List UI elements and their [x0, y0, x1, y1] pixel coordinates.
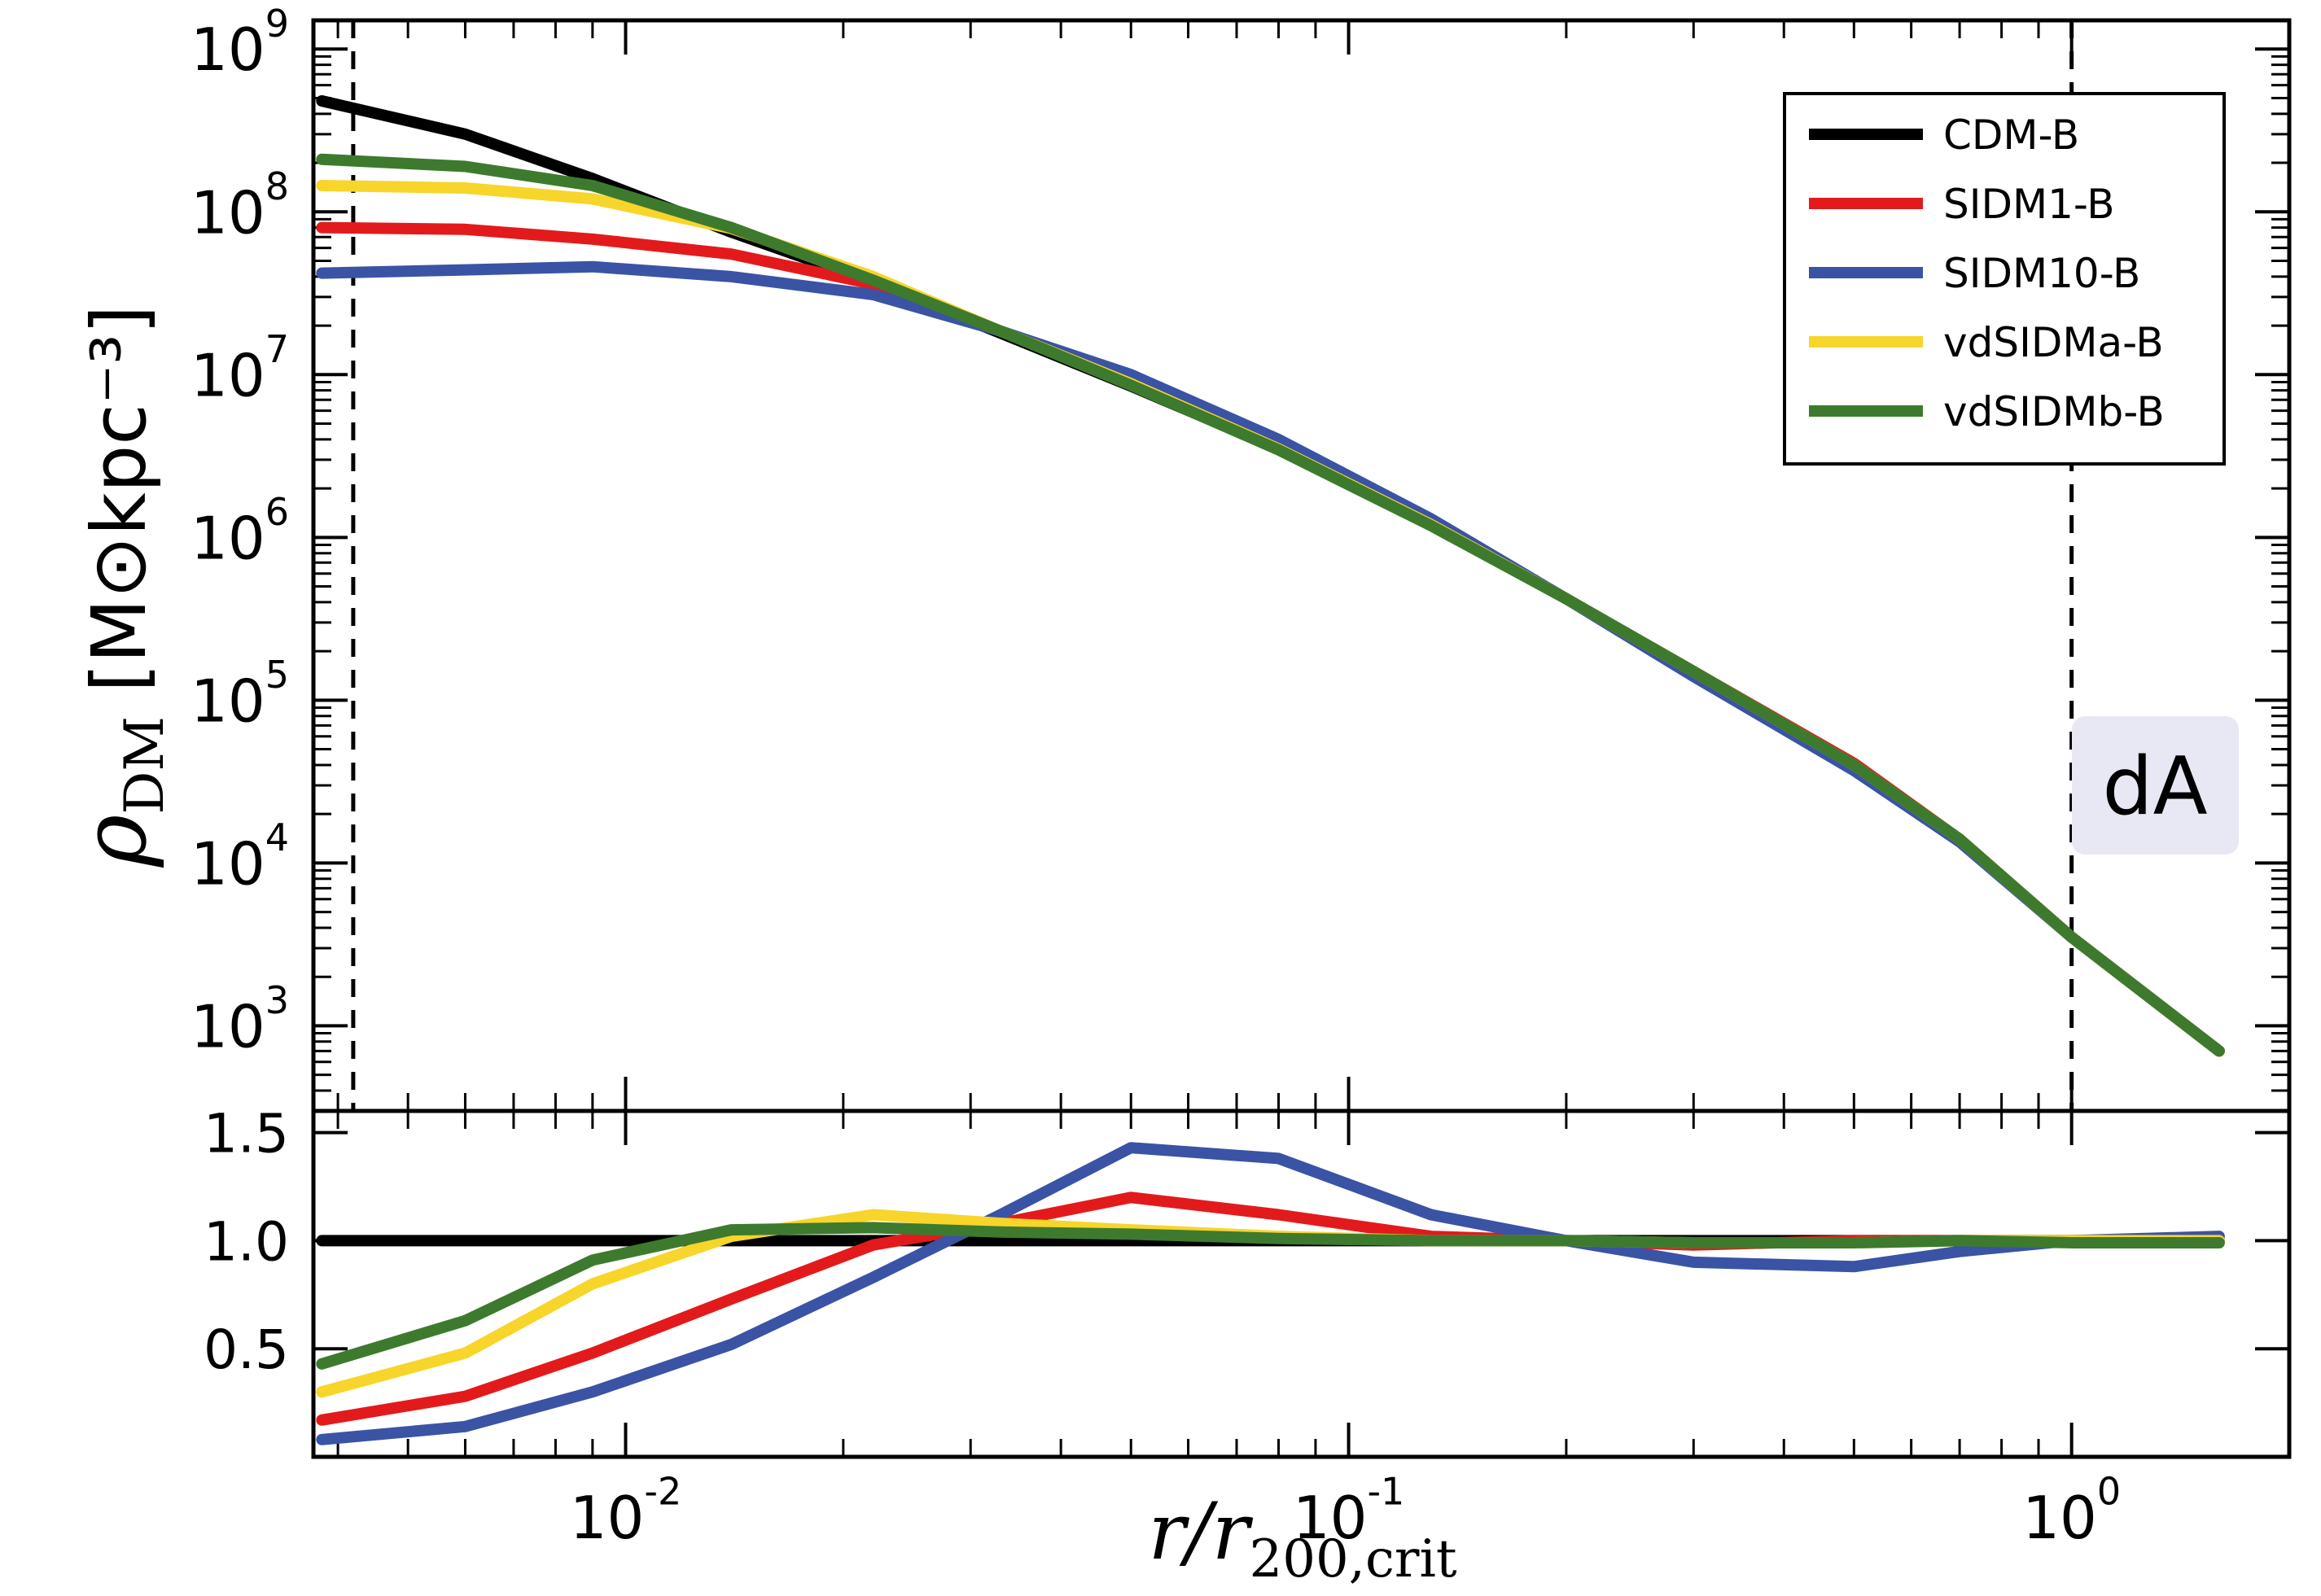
x-tick-label: 100	[2022, 1470, 2121, 1552]
y-axis-label: ρDM [M⊙kpc⁻³]	[62, 305, 176, 868]
legend-label-cdm-b: CDM-B	[1943, 112, 2079, 159]
x-tick-label: 10-2	[570, 1470, 682, 1552]
y-tick-label: 106	[190, 490, 289, 572]
y-tick-label: 1.0	[204, 1210, 289, 1273]
x-axis-label: r/r200,crit	[1148, 1486, 1457, 1589]
legend-label-sidm10-b: SIDM10-B	[1943, 250, 2140, 297]
y-tick-label: 1.5	[204, 1103, 289, 1165]
ratio-series-vdsidmb-b	[316, 1222, 2225, 1370]
annotation-badge	[2072, 716, 2239, 855]
y-tick-label: 103	[190, 978, 289, 1060]
bottom-panel-frame	[311, 1108, 2292, 1459]
density-series-group	[316, 95, 2225, 1057]
legend-label-sidm1-b: SIDM1-B	[1943, 181, 2115, 228]
y-tick-label: 105	[190, 653, 289, 735]
annotation-label: dA	[2102, 741, 2207, 833]
y-tick-label: 109	[190, 2, 289, 84]
legend-label-vdsidmb-b: vdSIDMb-B	[1943, 388, 2165, 435]
y-tick-label: 0.5	[204, 1318, 289, 1381]
y-tick-label: 107	[190, 327, 289, 409]
legend-box	[1783, 92, 2226, 466]
x-tick-label: 10-1	[1293, 1470, 1405, 1552]
ratio-series-sidm10-b	[316, 1142, 2225, 1445]
y-tick-label: 108	[190, 164, 289, 247]
y-tick-label: 104	[190, 815, 289, 898]
density-series-vdsidmb-b	[316, 153, 2225, 1057]
ratio-series-group	[316, 1142, 2225, 1445]
legend-label-vdsidma-b: vdSIDMa-B	[1943, 319, 2164, 366]
